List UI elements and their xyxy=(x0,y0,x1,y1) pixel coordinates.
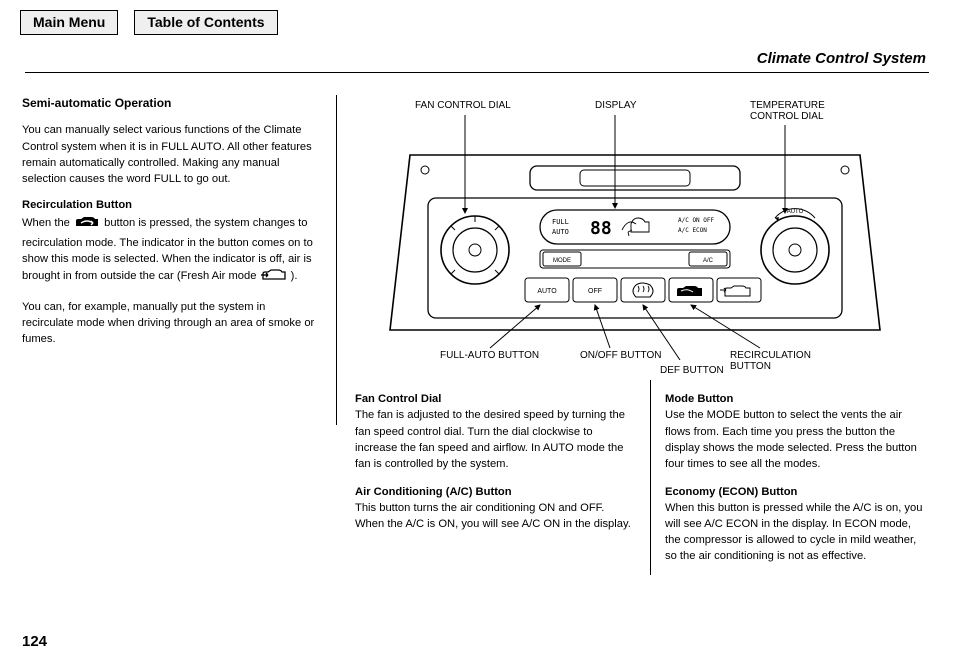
fan-heading: Fan Control Dial xyxy=(355,393,441,405)
mode-body: Use the MODE button to select the vents … xyxy=(665,409,917,470)
recirc-heading: Recirculation Button xyxy=(22,199,132,211)
callout-fan-dial: FAN CONTROL DIAL xyxy=(415,100,511,111)
callout-recirc-btn: RECIRCULATION BUTTON xyxy=(730,350,811,372)
lcd-display-icon: FULL AUTO 88 A/C ON OFF A/C ECON xyxy=(540,210,730,244)
semi-auto-heading: Semi-automatic Operation xyxy=(22,95,317,112)
section-title: Climate Control System xyxy=(757,50,926,67)
mode-heading: Mode Button xyxy=(665,393,733,405)
svg-text:A/C ON OFF: A/C ON OFF xyxy=(678,217,715,224)
fresh-air-icon xyxy=(260,267,288,288)
svg-text:AUTO: AUTO xyxy=(537,288,557,295)
left-column: Semi-automatic Operation You can manuall… xyxy=(22,95,317,357)
svg-text:A/C ECON: A/C ECON xyxy=(678,227,707,234)
page-number: 124 xyxy=(22,633,47,650)
callout-def-btn: DEF BUTTON xyxy=(660,365,724,376)
recirc-on-icon xyxy=(73,214,101,235)
svg-text:AUTO: AUTO xyxy=(552,228,569,236)
callout-display: DISPLAY xyxy=(595,100,637,111)
middle-column: Fan Control Dial The fan is adjusted to … xyxy=(355,380,635,543)
recirc-body-3: You can, for example, manually put the s… xyxy=(22,299,317,348)
econ-body: When this button is pressed while the A/… xyxy=(665,502,922,563)
toc-button[interactable]: Table of Contents xyxy=(134,10,277,35)
right-column: Mode Button Use the MODE button to selec… xyxy=(665,380,925,576)
recirc-body-1a: When the xyxy=(22,217,73,229)
ac-body: This button turns the air conditioning O… xyxy=(355,502,631,530)
column-divider-1 xyxy=(336,95,337,425)
semi-auto-body: You can manually select various function… xyxy=(22,122,317,187)
climate-panel-figure: FAN CONTROL DIAL DISPLAY TEMPERATURE CON… xyxy=(380,100,890,360)
svg-text:FULL: FULL xyxy=(552,218,569,226)
callout-off-btn: ON/OFF BUTTON xyxy=(580,350,661,361)
dial-auto-label: AUTO xyxy=(787,209,804,215)
section-rule xyxy=(25,72,929,73)
svg-text:A/C: A/C xyxy=(703,258,714,264)
ac-heading: Air Conditioning (A/C) Button xyxy=(355,486,512,498)
svg-text:OFF: OFF xyxy=(588,288,602,295)
svg-text:88: 88 xyxy=(590,218,612,239)
main-menu-button[interactable]: Main Menu xyxy=(20,10,118,35)
callout-temp-dial: TEMPERATURE CONTROL DIAL xyxy=(750,100,825,122)
recirc-body-1c: ). xyxy=(291,270,298,282)
column-divider-2 xyxy=(650,380,651,575)
econ-heading: Economy (ECON) Button xyxy=(665,486,797,498)
callout-auto-btn: FULL-AUTO BUTTON xyxy=(440,350,539,361)
fan-body: The fan is adjusted to the desired speed… xyxy=(355,409,625,470)
svg-text:MODE: MODE xyxy=(553,258,571,264)
